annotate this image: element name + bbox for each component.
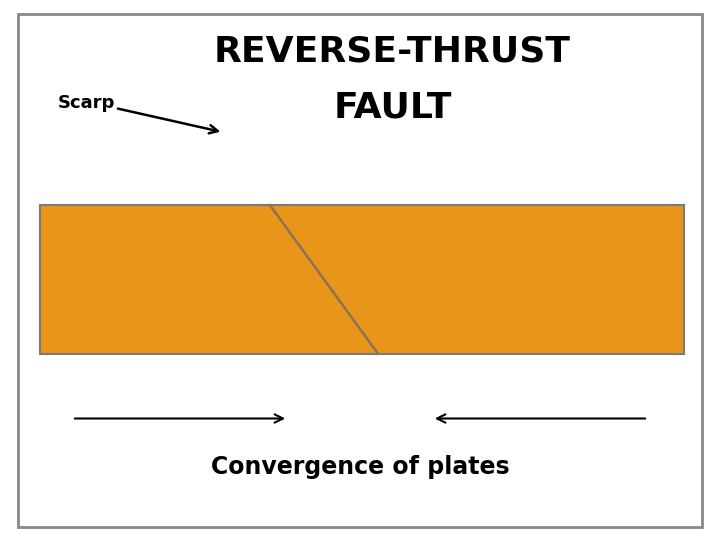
Text: FAULT: FAULT <box>333 91 451 125</box>
Text: Convergence of plates: Convergence of plates <box>211 455 509 479</box>
Bar <box>40 205 684 354</box>
Text: REVERSE-THRUST: REVERSE-THRUST <box>214 35 571 68</box>
Bar <box>40 205 684 354</box>
Text: Scarp: Scarp <box>58 93 115 112</box>
